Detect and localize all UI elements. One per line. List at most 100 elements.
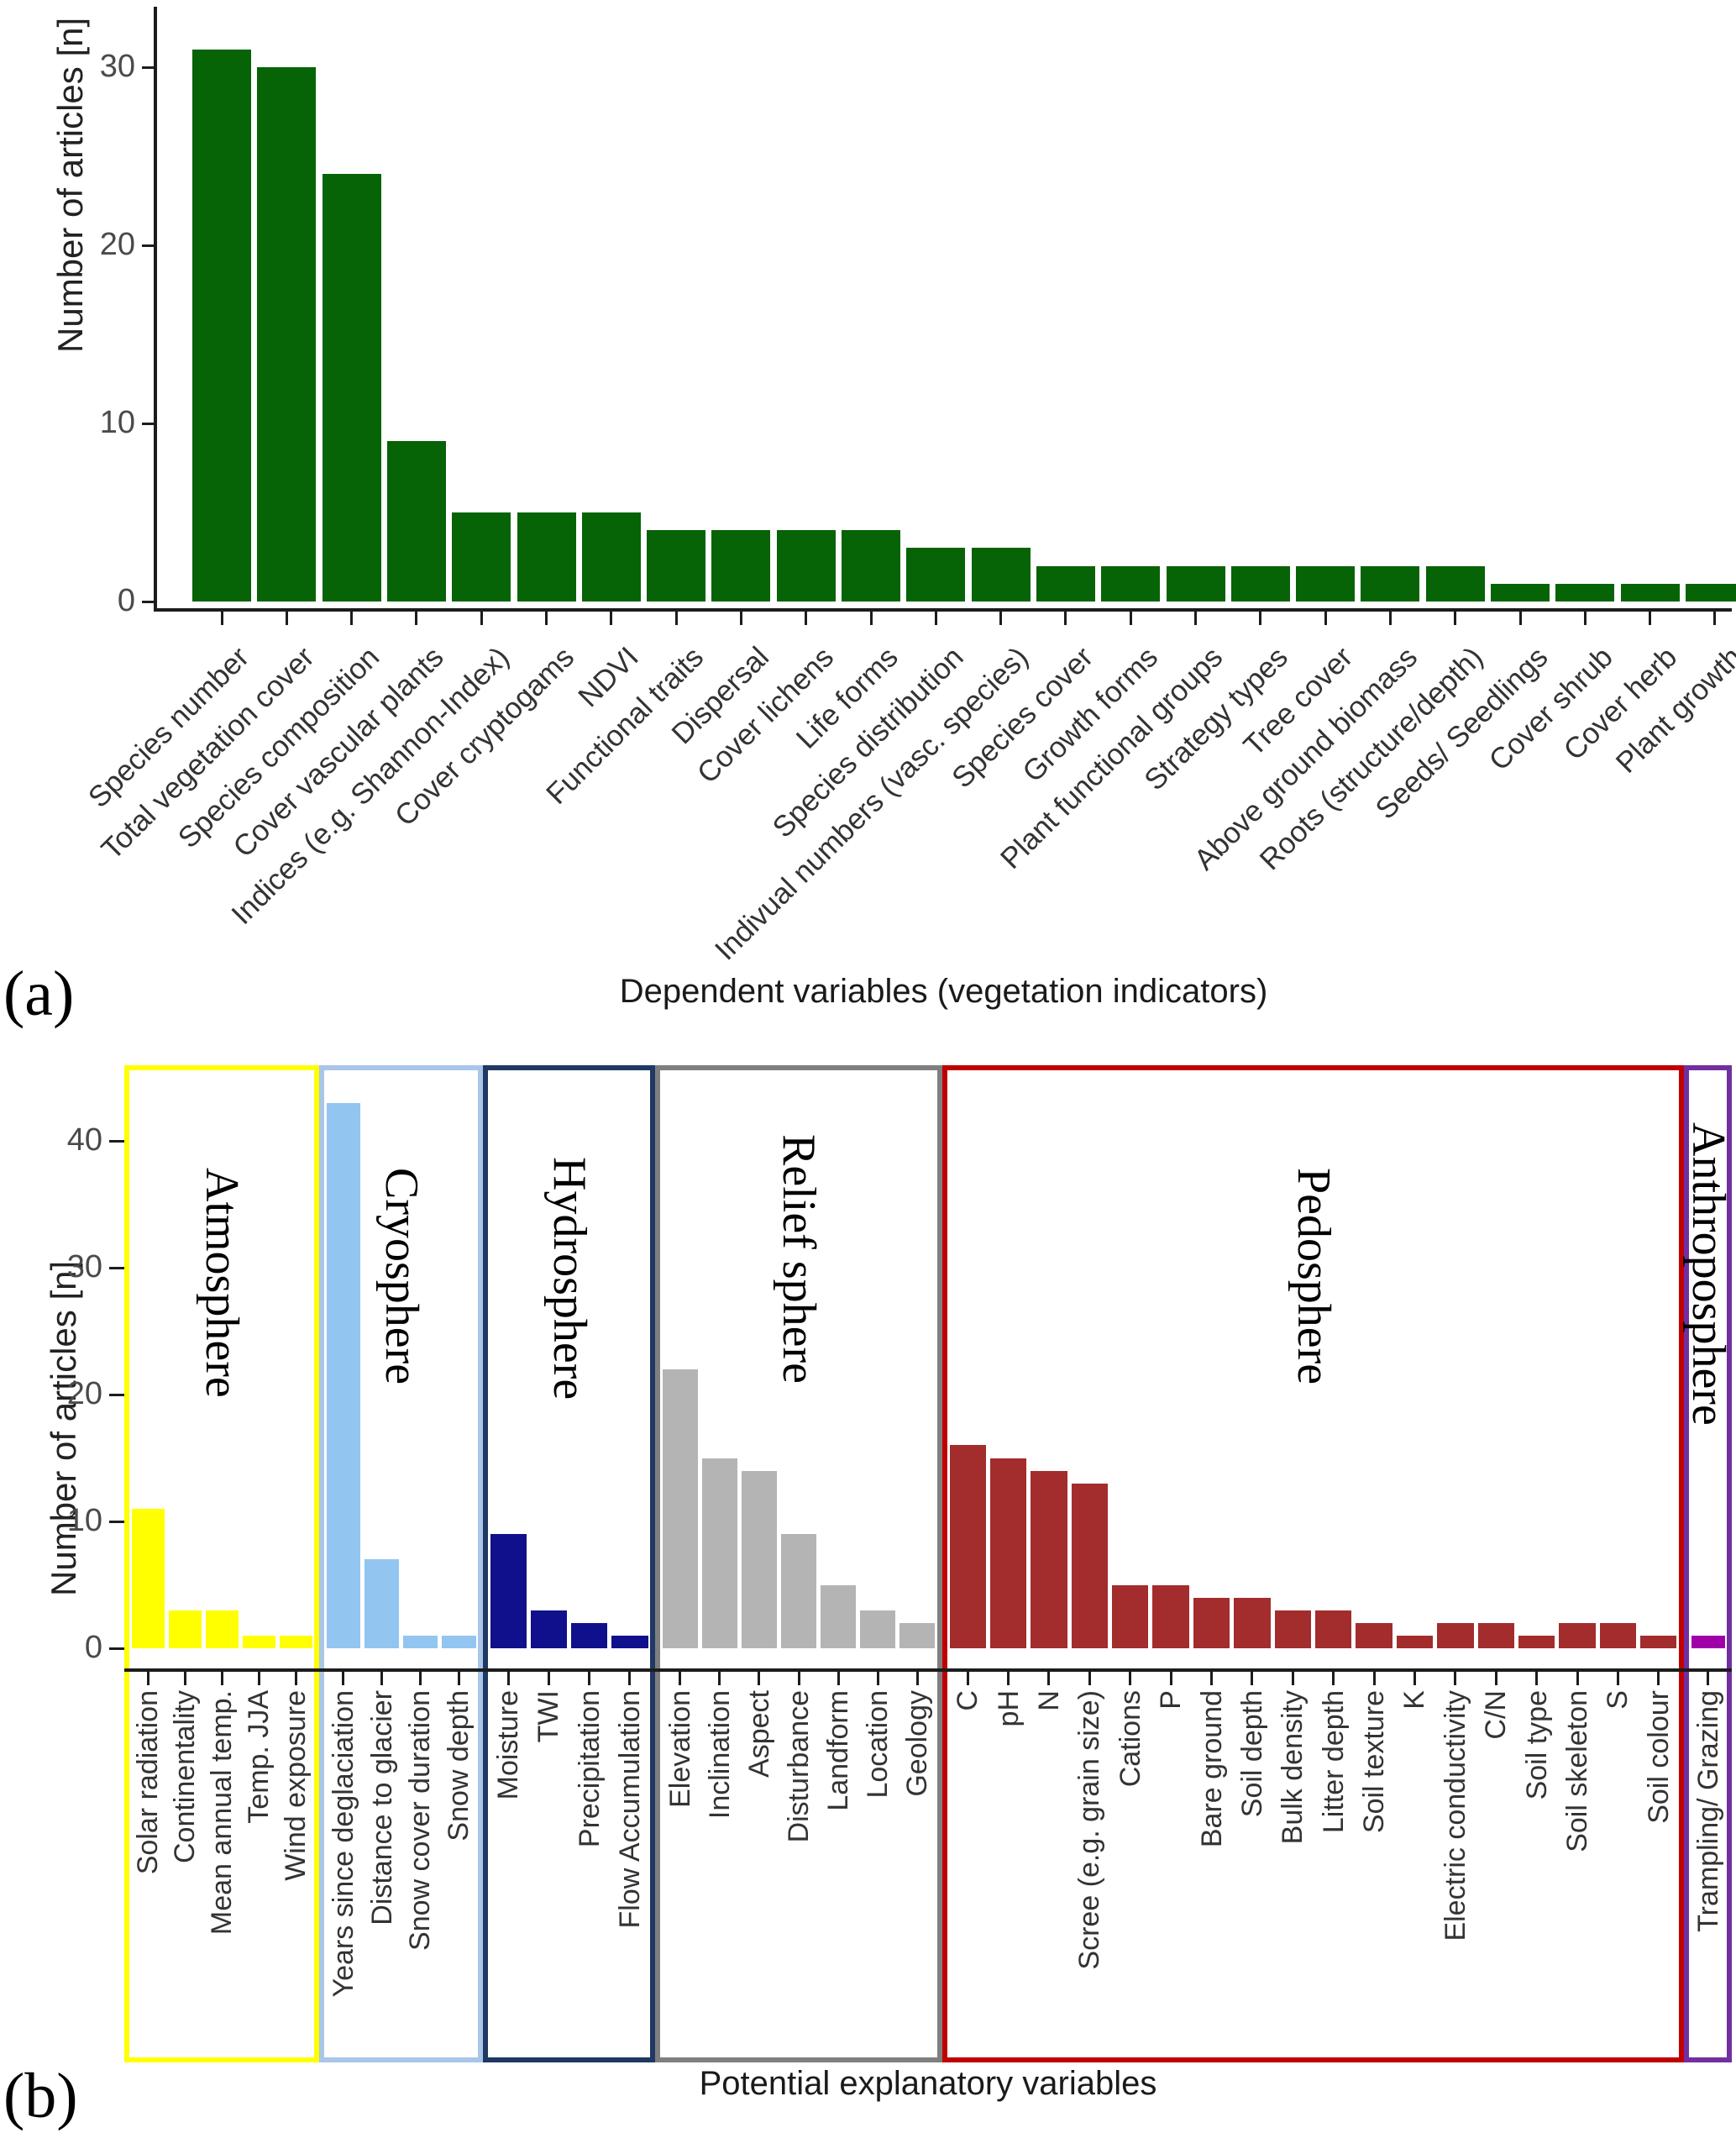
bar-growth-forms: [1101, 565, 1161, 602]
panel-a-x-tick: [674, 612, 678, 625]
bar-above-ground-biomass: [1361, 565, 1420, 602]
x-axis-label-n: N: [1032, 1690, 1065, 1711]
panel-a-x-tick: [1649, 612, 1652, 625]
bar-wind-exposure: [279, 1635, 312, 1648]
bar-seeds-seedlings: [1491, 583, 1550, 602]
panel-b-x-tick: [1210, 1672, 1214, 1685]
panel-a-x-tick: [739, 612, 742, 625]
panel-a-x-tick: [1194, 612, 1197, 625]
x-axis-label-inclination: Inclination: [703, 1690, 736, 1820]
bar-k: [1396, 1635, 1434, 1648]
panel-b-x-tick: [1616, 1672, 1619, 1685]
x-axis-label-ph: pH: [992, 1690, 1025, 1727]
sphere-title-atmosphere: Atmosphere: [196, 1168, 248, 1398]
bar-bare-ground: [1193, 1597, 1230, 1648]
bar-geology: [899, 1622, 936, 1648]
panel-b: Number of articles [n] 0 10 20 30 40 Atmosph…: [0, 1042, 1736, 2131]
panel-b-x-tick: [1454, 1672, 1457, 1685]
bar-electric-conductivity: [1437, 1622, 1474, 1648]
x-axis-label-snow-cover-duration: Snow cover duration: [404, 1690, 437, 1951]
bar-soil-type: [1518, 1635, 1555, 1648]
x-axis-label-disturbance: Disturbance: [783, 1690, 815, 1843]
panel-b-x-tick: [1535, 1672, 1539, 1685]
panel-a-x-tick: [869, 612, 873, 625]
bar-soil-depth: [1234, 1597, 1271, 1648]
bar-twi: [530, 1610, 567, 1648]
panel-b-x-tick: [966, 1672, 969, 1685]
panel-a-x-tick: [480, 612, 483, 625]
panel-b-y-tick: [109, 1520, 124, 1523]
bar-cover-herb: [1620, 583, 1680, 602]
panel-b-y-tick: [109, 1139, 124, 1143]
x-axis-label-soil-colour: Soil colour: [1642, 1690, 1675, 1824]
bar-life-forms: [842, 530, 900, 602]
panel-b-x-tick: [506, 1672, 510, 1685]
panel-a-y-tick: [142, 422, 154, 425]
panel-b-x-tick: [1332, 1672, 1335, 1685]
panel-b-x-tick: [1413, 1672, 1416, 1685]
bar-species-distribution: [906, 548, 966, 602]
panel-a-x-tick: [220, 612, 223, 625]
bar-cover-lichens: [776, 530, 836, 602]
x-axis-label-solar-radiation: Solar radiation: [132, 1690, 164, 1875]
panel-a-x-tick: [805, 612, 808, 625]
bar-disturbance: [780, 1534, 817, 1648]
bar-ndvi: [581, 512, 641, 602]
x-axis-label-bare-ground: Bare ground: [1195, 1690, 1228, 1848]
panel-b-x-tick: [220, 1672, 223, 1685]
bar-plant-growth: [1685, 583, 1736, 602]
panel-a-x-tick: [1129, 612, 1132, 625]
panel-b-y-tick-label: 30: [66, 1249, 102, 1285]
panel-a-x-axis-line: [154, 608, 1732, 612]
x-axis-label-c: C: [952, 1690, 984, 1711]
panel-b-x-tick: [1251, 1672, 1254, 1685]
bar-species-cover: [1036, 565, 1095, 602]
x-axis-label-bulk-density: Bulk density: [1277, 1690, 1309, 1845]
bar-species-number: [192, 49, 251, 602]
x-axis-label-p: P: [1155, 1690, 1188, 1710]
bar-moisture: [490, 1534, 527, 1648]
panel-a-y-tick-label: 0: [117, 583, 135, 618]
panel-b-x-tick: [1129, 1672, 1132, 1685]
bar-species-composition: [322, 174, 381, 602]
x-axis-label-geology: Geology: [901, 1690, 934, 1797]
sphere-title-pedosphere: Pedosphere: [1287, 1168, 1340, 1385]
panel-b-x-tick: [1372, 1672, 1376, 1685]
panel-a-x-tick: [1454, 612, 1457, 625]
panel-b-x-tick: [342, 1672, 345, 1685]
x-axis-label-location: Location: [862, 1690, 894, 1799]
panel-b-x-tick: [183, 1672, 186, 1685]
bar-elevation: [662, 1369, 698, 1648]
bar-roots-structure-depth: [1425, 565, 1485, 602]
bar-cover-vascular-plants: [386, 441, 446, 602]
panel-b-x-tick: [628, 1672, 632, 1685]
x-axis-label-s: S: [1602, 1690, 1634, 1710]
panel-a-x-tick: [1713, 612, 1717, 625]
panel-a-x-tick: [545, 612, 548, 625]
panel-b-x-tick: [588, 1672, 591, 1685]
panel-a-marker: (a): [3, 959, 75, 1029]
panel-b-x-tick: [1169, 1672, 1172, 1685]
x-axis-label-k: K: [1398, 1690, 1431, 1710]
panel-a-x-tick: [415, 612, 418, 625]
sphere-box-pedosphere: [942, 1065, 1684, 2062]
bar-strategy-types: [1230, 565, 1290, 602]
panel-b-y-tick: [109, 1647, 124, 1650]
bar-temp-jja: [242, 1635, 275, 1648]
bar-indivual-numbers-vasc-species: [971, 548, 1031, 602]
bar-p: [1152, 1584, 1189, 1648]
bar-n: [1031, 1470, 1067, 1648]
panel-b-x-tick: [380, 1672, 384, 1685]
panel-a-x-tick: [285, 612, 288, 625]
sphere-box-atmosphere: [124, 1065, 319, 2062]
x-axis-label-distance-to-glacier: Distance to glacier: [365, 1690, 398, 1925]
panel-a-x-tick: [1324, 612, 1327, 625]
bar-location: [860, 1610, 896, 1648]
panel-b-x-tick: [876, 1672, 879, 1685]
bar-flow-accumulation: [611, 1635, 648, 1648]
bar-dispersal: [711, 530, 771, 602]
panel-a-x-tick: [1064, 612, 1067, 625]
bar-s: [1599, 1622, 1637, 1648]
bar-bulk-density: [1274, 1610, 1311, 1648]
bar-years-since-deglaciation: [326, 1102, 361, 1648]
